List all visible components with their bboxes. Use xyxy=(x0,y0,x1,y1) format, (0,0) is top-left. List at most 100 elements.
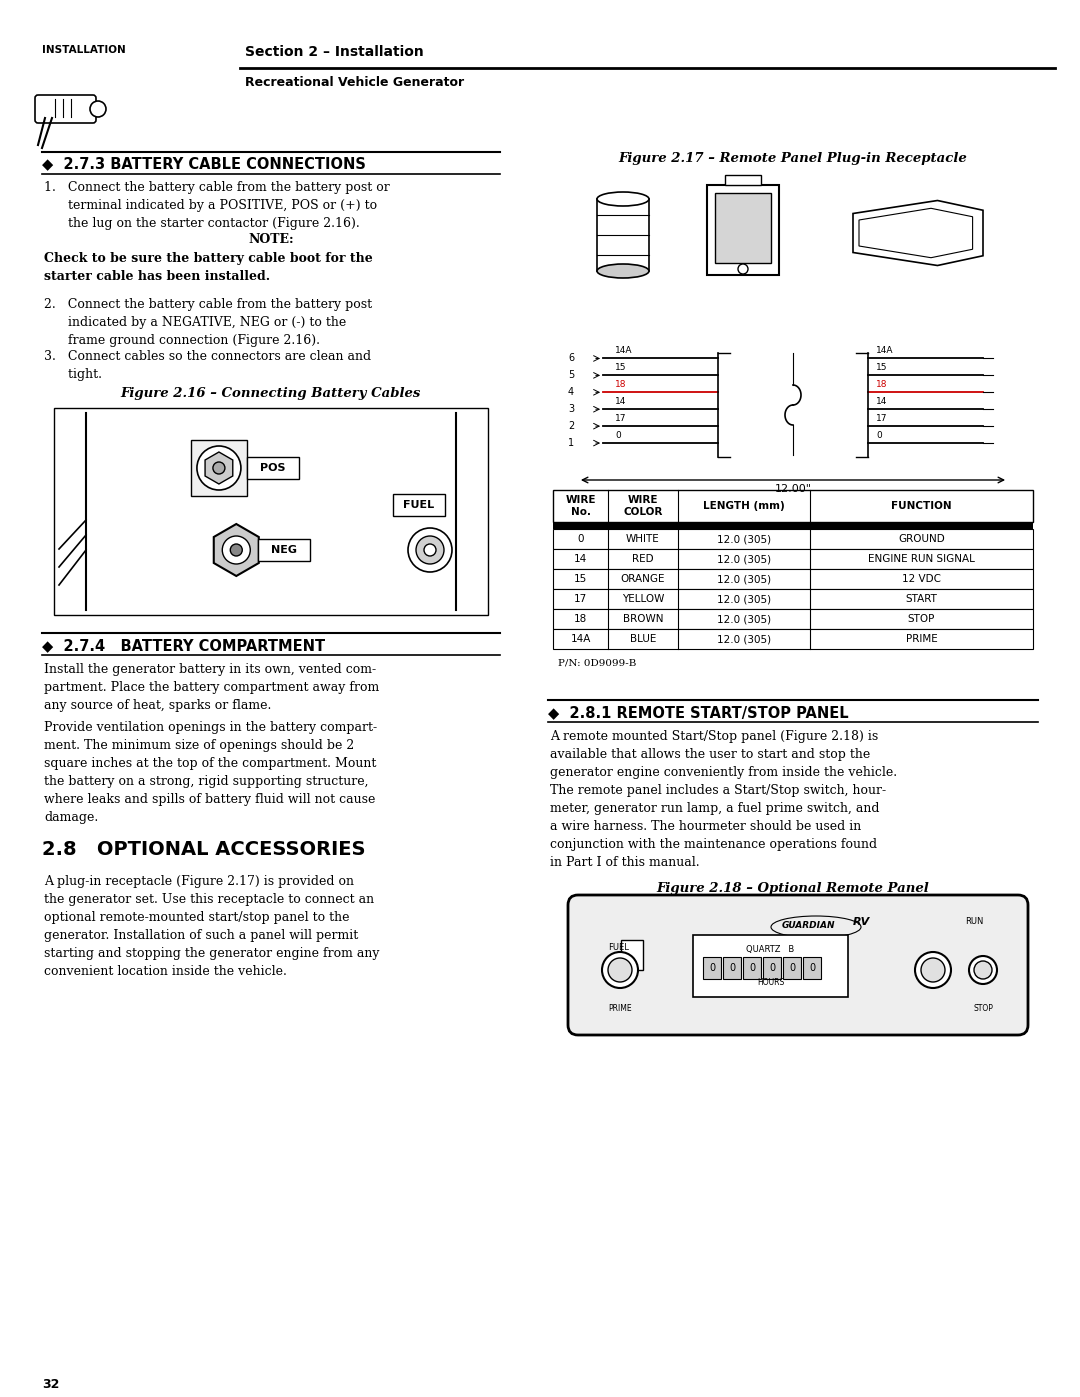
Text: 2.   Connect the battery cable from the battery post
      indicated by a NEGATI: 2. Connect the battery cable from the ba… xyxy=(44,298,373,346)
Text: 12.0 (305): 12.0 (305) xyxy=(717,555,771,564)
Text: 15: 15 xyxy=(615,363,626,373)
Bar xyxy=(553,549,1032,569)
Text: 0: 0 xyxy=(748,963,755,972)
Text: 14: 14 xyxy=(573,555,588,564)
Text: 14A: 14A xyxy=(570,634,591,644)
Text: 18: 18 xyxy=(573,615,588,624)
Text: WIRE
No.: WIRE No. xyxy=(565,495,596,517)
Text: NEG: NEG xyxy=(271,545,297,555)
Text: 14A: 14A xyxy=(876,346,893,355)
Text: FUEL: FUEL xyxy=(404,500,434,510)
Text: 18: 18 xyxy=(615,380,626,390)
Text: HOURS: HOURS xyxy=(757,978,784,988)
Circle shape xyxy=(602,951,638,988)
Text: 14A: 14A xyxy=(615,346,633,355)
Text: 17: 17 xyxy=(573,594,588,604)
Text: ORANGE: ORANGE xyxy=(621,574,665,584)
Text: FUNCTION: FUNCTION xyxy=(891,502,951,511)
Circle shape xyxy=(738,264,748,274)
Text: 0: 0 xyxy=(809,963,815,972)
Circle shape xyxy=(608,958,632,982)
Text: 0: 0 xyxy=(729,963,735,972)
Text: BLUE: BLUE xyxy=(630,634,657,644)
Text: STOP: STOP xyxy=(973,1004,993,1013)
Text: Figure 2.16 – Connecting Battery Cables: Figure 2.16 – Connecting Battery Cables xyxy=(121,387,421,400)
Text: 0: 0 xyxy=(788,963,795,972)
Text: 12.0 (305): 12.0 (305) xyxy=(717,634,771,644)
Text: WHITE: WHITE xyxy=(626,534,660,543)
Text: 0: 0 xyxy=(876,432,881,440)
Circle shape xyxy=(416,536,444,564)
Text: Figure 2.18 – Optional Remote Panel: Figure 2.18 – Optional Remote Panel xyxy=(657,882,930,895)
Bar xyxy=(553,629,1032,650)
Circle shape xyxy=(424,543,436,556)
Text: ◆  2.7.3 BATTERY CABLE CONNECTIONS: ◆ 2.7.3 BATTERY CABLE CONNECTIONS xyxy=(42,156,366,170)
Text: 12.0 (305): 12.0 (305) xyxy=(717,534,771,543)
Polygon shape xyxy=(214,524,259,576)
Text: 2.8   OPTIONAL ACCESSORIES: 2.8 OPTIONAL ACCESSORIES xyxy=(42,840,365,859)
Text: 3.   Connect cables so the connectors are clean and
      tight.: 3. Connect cables so the connectors are … xyxy=(44,351,372,381)
Text: ◆  2.7.4   BATTERY COMPARTMENT: ◆ 2.7.4 BATTERY COMPARTMENT xyxy=(42,638,325,652)
Text: 32: 32 xyxy=(42,1377,59,1391)
Text: 3: 3 xyxy=(568,404,575,415)
Text: 15: 15 xyxy=(573,574,588,584)
Text: 0: 0 xyxy=(578,534,584,543)
Bar xyxy=(258,539,310,562)
Text: Recreational Vehicle Generator: Recreational Vehicle Generator xyxy=(245,75,464,89)
Text: Install the generator battery in its own, vented com-
partment. Place the batter: Install the generator battery in its own… xyxy=(44,664,379,712)
Bar xyxy=(247,457,299,479)
Bar xyxy=(723,957,741,979)
Bar xyxy=(804,957,821,979)
Circle shape xyxy=(921,958,945,982)
Text: GROUND: GROUND xyxy=(899,534,945,543)
Text: 1: 1 xyxy=(568,439,575,448)
Text: RUN: RUN xyxy=(966,916,984,926)
Bar xyxy=(621,940,643,970)
Text: Section 2 – Installation: Section 2 – Installation xyxy=(245,45,423,59)
Circle shape xyxy=(408,528,453,571)
Bar xyxy=(553,569,1032,590)
Text: ◆  2.8.1 REMOTE START/STOP PANEL: ◆ 2.8.1 REMOTE START/STOP PANEL xyxy=(548,705,849,719)
Text: RED: RED xyxy=(632,555,653,564)
Text: 6: 6 xyxy=(568,353,575,363)
FancyBboxPatch shape xyxy=(568,895,1028,1035)
Bar xyxy=(553,529,1032,549)
Text: 4: 4 xyxy=(568,387,575,397)
Text: INSTALLATION: INSTALLATION xyxy=(42,45,125,54)
Polygon shape xyxy=(853,201,983,265)
Bar xyxy=(553,609,1032,629)
Text: 14: 14 xyxy=(615,397,626,407)
Text: A remote mounted Start/Stop panel (Figure 2.18) is
available that allows the use: A remote mounted Start/Stop panel (Figur… xyxy=(550,731,897,869)
Circle shape xyxy=(915,951,951,988)
Text: WIRE
COLOR: WIRE COLOR xyxy=(623,495,663,517)
Text: 12 VDC: 12 VDC xyxy=(902,574,941,584)
FancyBboxPatch shape xyxy=(35,95,96,123)
Bar xyxy=(597,198,649,271)
Text: 12.0 (305): 12.0 (305) xyxy=(717,574,771,584)
Text: FUEL: FUEL xyxy=(608,943,629,953)
Ellipse shape xyxy=(597,191,649,205)
Bar xyxy=(762,957,781,979)
Text: GUARDIAN: GUARDIAN xyxy=(781,921,835,930)
Text: 12.0 (305): 12.0 (305) xyxy=(717,615,771,624)
Circle shape xyxy=(222,536,251,564)
Text: 1.   Connect the battery cable from the battery post or
      terminal indicated: 1. Connect the battery cable from the ba… xyxy=(44,182,390,231)
Circle shape xyxy=(213,462,225,474)
Text: YELLOW: YELLOW xyxy=(622,594,664,604)
Text: Provide ventilation openings in the battery compart-
ment. The minimum size of o: Provide ventilation openings in the batt… xyxy=(44,721,377,824)
Bar xyxy=(191,440,247,496)
Text: 18: 18 xyxy=(876,380,888,390)
Text: QUARTZ   B: QUARTZ B xyxy=(746,944,795,954)
Circle shape xyxy=(197,446,241,490)
Text: RV: RV xyxy=(853,916,870,928)
Bar xyxy=(725,175,761,184)
Text: STOP: STOP xyxy=(907,615,935,624)
Text: 0: 0 xyxy=(708,963,715,972)
Text: 14: 14 xyxy=(876,397,888,407)
Bar xyxy=(393,493,445,515)
Text: PRIME: PRIME xyxy=(608,1004,632,1013)
Bar xyxy=(693,935,848,997)
Circle shape xyxy=(230,543,242,556)
Text: LENGTH (mm): LENGTH (mm) xyxy=(703,502,785,511)
Circle shape xyxy=(969,956,997,983)
